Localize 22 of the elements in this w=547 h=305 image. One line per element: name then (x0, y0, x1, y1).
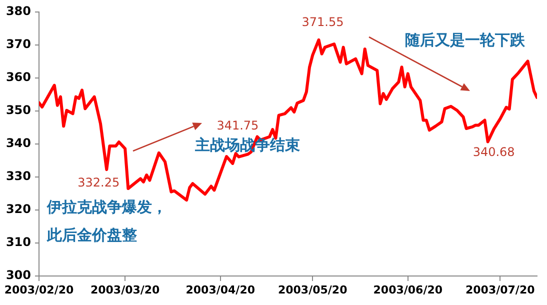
x-tick-label: 2003/03/20 (90, 283, 160, 296)
y-tick-label: 350 (6, 103, 31, 118)
x-tick-label: 2003/06/20 (373, 283, 443, 296)
y-tick-label: 330 (6, 169, 31, 184)
annotation: 371.55 (302, 15, 344, 30)
x-tick-label: 2003/07/20 (465, 283, 536, 296)
x-tick-label: 2003/04/20 (186, 283, 256, 296)
annotation: 此后金价盘整 (47, 226, 137, 245)
x-tick-label: 2003/05/20 (278, 283, 348, 296)
y-tick-label: 300 (6, 268, 31, 282)
annotation: 随后又是一轮下跌 (405, 31, 525, 50)
y-tick-label: 320 (6, 202, 31, 216)
y-tick-label: 360 (6, 70, 31, 84)
x-tick-label: 2003/02/20 (4, 283, 74, 296)
annotation: 340.68 (472, 144, 515, 159)
y-tick-label: 310 (6, 235, 31, 250)
y-tick-label: 370 (6, 37, 31, 52)
annotation: 伊拉克战争爆发， (47, 198, 167, 217)
y-tick-label: 340 (6, 136, 31, 150)
annotation: 332.25 (78, 176, 120, 190)
y-tick-label: 380 (6, 4, 31, 18)
annotation: 341.75 (216, 118, 259, 132)
